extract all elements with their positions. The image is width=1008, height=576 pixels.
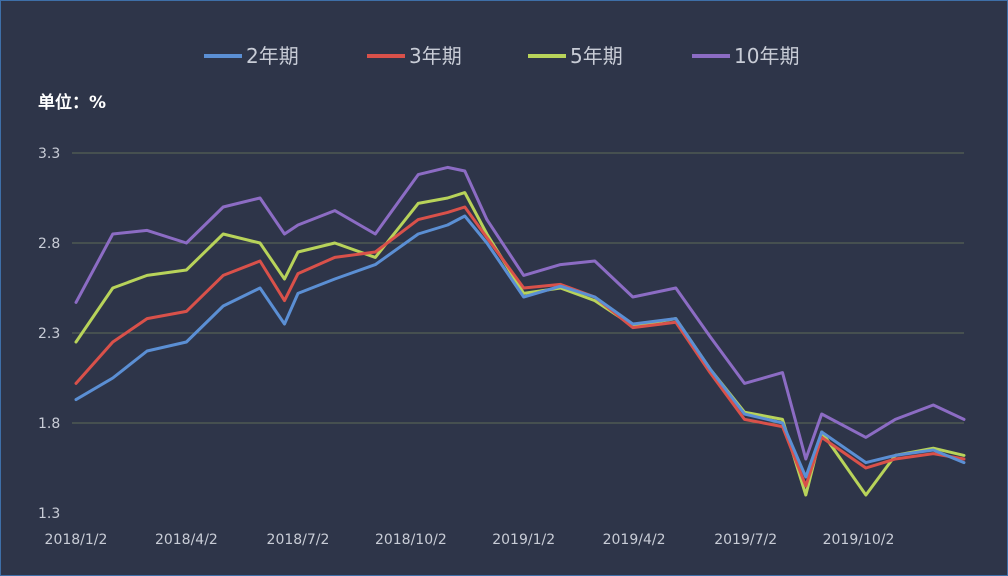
legend-label: 10年期: [734, 44, 799, 68]
series-line-5年期: [74, 191, 966, 497]
y-tick-label: 2.8: [38, 236, 60, 252]
y-axis: 3.3 2.8 2.3 1.8 1.3: [38, 146, 60, 522]
x-tick-label: 2019/10/2: [823, 532, 895, 548]
y-tick-label: 2.3: [38, 326, 60, 342]
series-line-10年期: [74, 165, 966, 461]
x-tick-label: 2018/7/2: [267, 532, 330, 548]
legend-label: 3年期: [409, 44, 462, 68]
x-tick-label: 2019/7/2: [714, 532, 777, 548]
x-tick-label: 2019/4/2: [603, 532, 666, 548]
legend-label: 5年期: [570, 44, 623, 68]
unit-label: 单位：%: [38, 92, 106, 113]
x-tick-label: 2018/4/2: [155, 532, 218, 548]
series-lines: [74, 165, 966, 497]
y-tick-label: 3.3: [38, 146, 60, 162]
legend: 2年期 3年期 5年期 10年期: [204, 44, 799, 68]
x-tick-label: 2018/1/2: [45, 532, 108, 548]
grid-lines: [72, 152, 964, 424]
x-tick-label: 2018/10/2: [375, 532, 447, 548]
series-line-2年期: [74, 214, 966, 479]
series-line-3年期: [74, 205, 966, 488]
legend-label: 2年期: [246, 44, 299, 68]
x-axis: 2018/1/2 2018/4/2 2018/7/2 2018/10/2 2019/1/…: [45, 532, 895, 548]
y-tick-label: 1.8: [38, 416, 60, 432]
y-tick-label: 1.3: [38, 506, 60, 522]
x-tick-label: 2019/1/2: [492, 532, 555, 548]
